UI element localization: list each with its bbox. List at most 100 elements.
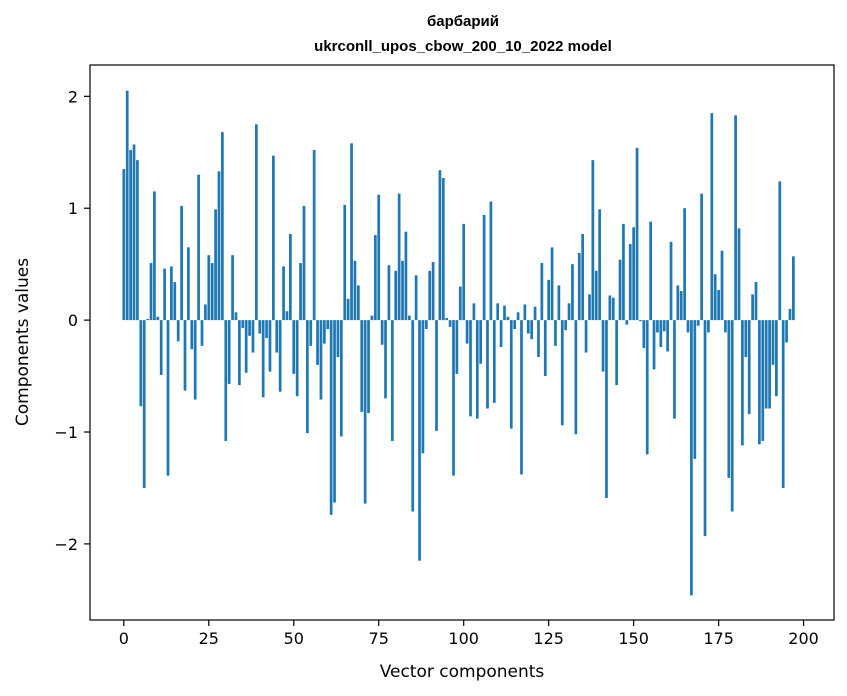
bar-189 bbox=[764, 320, 768, 409]
bar-156 bbox=[652, 320, 656, 370]
bar-46 bbox=[278, 320, 282, 392]
bar-176 bbox=[720, 250, 724, 321]
bar-113 bbox=[506, 316, 510, 321]
bar-120 bbox=[530, 320, 534, 340]
bar-158 bbox=[659, 320, 663, 347]
bar-41 bbox=[261, 320, 265, 398]
bar-136 bbox=[584, 320, 588, 353]
bar-76 bbox=[380, 320, 384, 345]
bar-8 bbox=[149, 263, 153, 321]
bar-151 bbox=[635, 147, 639, 321]
bar-9 bbox=[153, 191, 156, 321]
bar-38 bbox=[251, 320, 255, 353]
bar-14 bbox=[170, 266, 173, 321]
bar-175 bbox=[717, 289, 720, 321]
bar-49 bbox=[289, 233, 292, 321]
bar-53 bbox=[302, 205, 306, 321]
bar-23 bbox=[200, 320, 204, 346]
bar-5 bbox=[139, 320, 143, 407]
bar-78 bbox=[387, 265, 391, 321]
plot-frame bbox=[89, 64, 835, 621]
bar-165 bbox=[683, 208, 686, 321]
bar-174 bbox=[713, 274, 717, 321]
bar-197 bbox=[792, 256, 795, 321]
y-axis-label: Components values bbox=[13, 258, 33, 426]
bar-68 bbox=[353, 260, 357, 321]
bar-159 bbox=[662, 320, 666, 332]
bar-64 bbox=[339, 320, 343, 437]
y-axis-ticks: −2 −1 0 1 2 bbox=[54, 87, 90, 554]
x-tick-label: 200 bbox=[788, 629, 819, 648]
bar-131 bbox=[567, 303, 571, 321]
bar-184 bbox=[747, 320, 751, 415]
bar-77 bbox=[384, 320, 387, 399]
bar-11 bbox=[159, 320, 163, 375]
bar-2 bbox=[129, 150, 132, 321]
bar-58 bbox=[319, 320, 323, 400]
bar-54 bbox=[305, 320, 309, 434]
bar-98 bbox=[455, 320, 459, 374]
bar-51 bbox=[295, 320, 299, 397]
bar-36 bbox=[244, 320, 248, 373]
bar-164 bbox=[679, 291, 683, 321]
bar-31 bbox=[227, 320, 231, 384]
bar-28 bbox=[217, 171, 221, 321]
bar-22 bbox=[197, 174, 200, 321]
bar-195 bbox=[785, 320, 788, 343]
bar-122 bbox=[537, 320, 540, 358]
y-tick-label: −2 bbox=[54, 535, 78, 554]
bar-154 bbox=[645, 320, 649, 455]
bar-141 bbox=[601, 320, 605, 372]
bar-94 bbox=[441, 178, 445, 321]
bar-181 bbox=[737, 228, 741, 321]
bar-43 bbox=[268, 320, 272, 372]
bar-75 bbox=[377, 194, 381, 321]
bar-42 bbox=[265, 320, 268, 339]
bar-116 bbox=[516, 312, 520, 321]
bar-18 bbox=[183, 320, 187, 391]
bar-160 bbox=[666, 320, 669, 352]
bar-146 bbox=[618, 259, 622, 321]
bar-72 bbox=[367, 320, 370, 413]
bar-106 bbox=[482, 214, 486, 321]
bar-55 bbox=[309, 320, 313, 346]
bar-188 bbox=[761, 320, 765, 441]
bar-150 bbox=[632, 227, 635, 321]
bar-6 bbox=[142, 320, 146, 488]
bar-194 bbox=[781, 320, 785, 488]
bar-119 bbox=[526, 320, 530, 334]
bar-12 bbox=[163, 268, 166, 321]
bar-69 bbox=[356, 285, 360, 321]
bar-152 bbox=[639, 320, 642, 322]
bar-133 bbox=[574, 320, 578, 435]
bar-170 bbox=[700, 193, 703, 321]
chart-title-line-2: ukrconll_upos_cbow_200_10_2022 model bbox=[314, 38, 612, 55]
bar-71 bbox=[363, 320, 367, 504]
bar-81 bbox=[397, 193, 401, 321]
bar-137 bbox=[588, 294, 591, 321]
bar-123 bbox=[540, 263, 544, 321]
bar-171 bbox=[703, 320, 707, 537]
bar-13 bbox=[166, 320, 170, 476]
bar-87 bbox=[418, 320, 421, 561]
bar-168 bbox=[693, 320, 697, 459]
bar-155 bbox=[649, 221, 652, 321]
y-tick-label: 0 bbox=[68, 311, 78, 330]
bar-138 bbox=[591, 160, 595, 321]
bars-group bbox=[122, 90, 795, 596]
bar-114 bbox=[509, 320, 513, 429]
bar-139 bbox=[594, 270, 598, 321]
bar-84 bbox=[407, 315, 411, 321]
bar-60 bbox=[326, 320, 330, 330]
bar-50 bbox=[292, 320, 296, 374]
x-axis-ticks: 0 25 50 75 100 125 150 175 200 bbox=[119, 620, 819, 648]
bar-177 bbox=[724, 320, 727, 333]
bar-183 bbox=[744, 320, 748, 358]
bar-35 bbox=[241, 320, 245, 328]
x-tick-label: 50 bbox=[284, 629, 304, 648]
bar-95 bbox=[445, 317, 449, 321]
bar-82 bbox=[401, 260, 404, 321]
bar-103 bbox=[472, 303, 476, 321]
bar-26 bbox=[210, 263, 214, 321]
